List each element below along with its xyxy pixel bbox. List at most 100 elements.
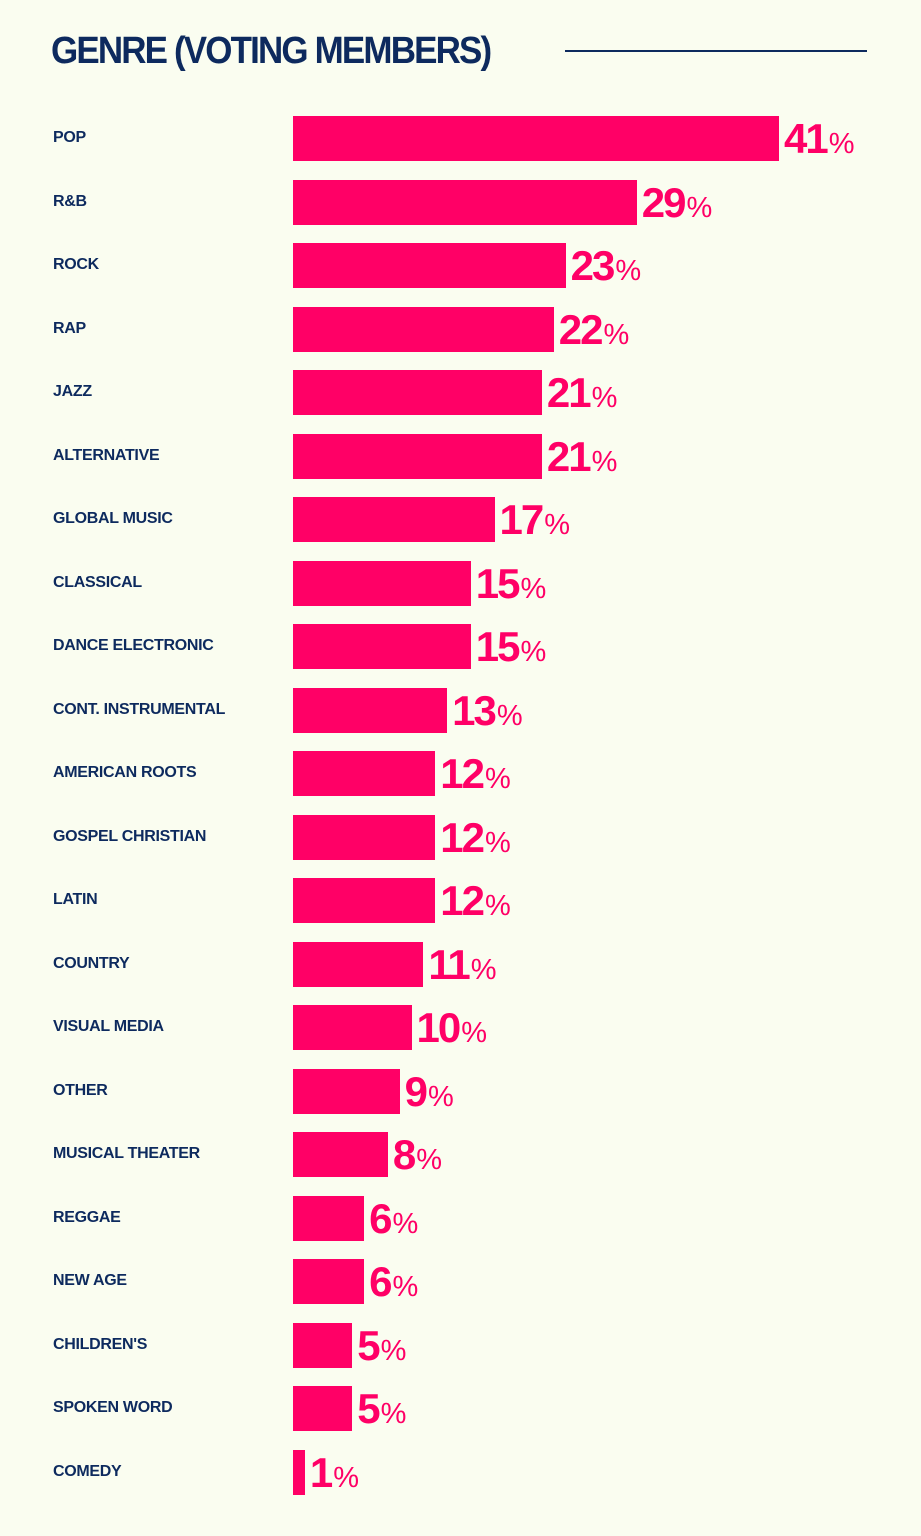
value-number: 5 xyxy=(357,1385,380,1432)
percent-sign: % xyxy=(428,1080,454,1113)
bar xyxy=(293,433,542,479)
category-label: COMEDY xyxy=(53,1462,122,1480)
value-number: 10 xyxy=(416,1004,462,1051)
percent-sign: % xyxy=(544,509,571,541)
value-label: 8% xyxy=(393,1131,442,1179)
percent-sign: % xyxy=(416,1144,442,1176)
category-label: ALTERNATIVE xyxy=(53,446,160,464)
percent-sign: % xyxy=(520,636,547,668)
value-label: 12% xyxy=(440,814,511,862)
bar xyxy=(293,1386,353,1431)
percent-sign: % xyxy=(484,826,511,859)
value-number: 12 xyxy=(440,813,485,861)
value-number: 41 xyxy=(784,115,829,162)
value-number: 21 xyxy=(546,432,592,480)
bar xyxy=(293,116,779,161)
value-label: 1% xyxy=(310,1449,359,1497)
percent-sign: % xyxy=(470,953,497,986)
category-label: LATIN xyxy=(53,891,98,908)
bar xyxy=(293,751,436,796)
percent-sign: % xyxy=(484,763,511,795)
category-label: CLASSICAL xyxy=(53,573,142,591)
value-label: 41% xyxy=(784,115,855,163)
category-label: CHILDREN'S xyxy=(53,1335,148,1353)
bar xyxy=(293,306,554,352)
category-label: ROCK xyxy=(53,256,99,273)
percent-sign: % xyxy=(686,191,713,224)
percent-sign: % xyxy=(603,318,630,351)
value-number: 21 xyxy=(546,369,592,416)
category-label: CONT. INSTRUMENTAL xyxy=(53,700,226,718)
value-label: 6% xyxy=(369,1258,418,1306)
bar xyxy=(293,497,495,542)
value-label: 5% xyxy=(357,1322,406,1370)
percent-sign: % xyxy=(380,1334,407,1367)
bar xyxy=(293,1259,365,1304)
percent-sign: % xyxy=(461,1017,488,1049)
value-number: 15 xyxy=(475,559,521,607)
bar xyxy=(293,941,424,987)
percent-sign: % xyxy=(828,128,855,160)
category-label: RAP xyxy=(53,319,86,337)
bar xyxy=(293,179,637,225)
percent-sign: % xyxy=(392,1207,419,1240)
value-number: 6 xyxy=(369,1194,392,1242)
category-label: AMERICAN ROOTS xyxy=(53,764,197,781)
value-number: 9 xyxy=(404,1067,428,1115)
bar xyxy=(293,1132,388,1177)
value-number: 22 xyxy=(558,305,604,353)
bar xyxy=(293,878,436,923)
value-number: 8 xyxy=(392,1131,416,1178)
value-number: 29 xyxy=(641,178,687,226)
percent-sign: % xyxy=(484,890,511,922)
value-label: 11% xyxy=(428,941,496,989)
value-label: 21% xyxy=(547,369,618,417)
category-label: NEW AGE xyxy=(53,1272,127,1289)
title-rule xyxy=(565,50,867,52)
category-label: GOSPEL CHRISTIAN xyxy=(53,827,207,845)
category-label: REGGAE xyxy=(53,1208,121,1226)
value-label: 6% xyxy=(369,1195,418,1243)
value-label: 12% xyxy=(440,750,511,798)
percent-sign: % xyxy=(615,255,642,287)
percent-sign: % xyxy=(591,382,618,414)
value-label: 21% xyxy=(547,433,618,481)
value-label: 29% xyxy=(642,179,713,227)
bar xyxy=(293,814,436,860)
percent-sign: % xyxy=(520,572,547,605)
category-label: JAZZ xyxy=(53,383,92,400)
bar xyxy=(293,560,471,606)
bar xyxy=(293,243,566,288)
value-number: 11 xyxy=(428,940,470,988)
value-number: 13 xyxy=(452,686,497,734)
bar xyxy=(293,1005,412,1050)
category-label: COUNTRY xyxy=(53,954,130,972)
value-label: 15% xyxy=(476,623,547,671)
bar xyxy=(293,370,542,415)
value-number: 1 xyxy=(309,1448,333,1496)
percent-sign: % xyxy=(591,445,618,478)
category-label: SPOKEN WORD xyxy=(53,1399,173,1416)
value-label: 9% xyxy=(405,1068,454,1116)
bar xyxy=(293,1068,400,1114)
bar xyxy=(293,1449,305,1495)
value-label: 10% xyxy=(417,1004,488,1052)
category-label: POP xyxy=(53,129,86,146)
value-number: 23 xyxy=(570,242,616,289)
value-number: 12 xyxy=(440,877,485,924)
bar xyxy=(293,687,448,733)
percent-sign: % xyxy=(496,699,523,732)
value-number: 5 xyxy=(357,1321,380,1369)
bar xyxy=(293,1195,365,1241)
value-number: 12 xyxy=(440,750,485,797)
value-label: 12% xyxy=(440,877,511,925)
value-label: 23% xyxy=(571,242,642,290)
category-label: OTHER xyxy=(53,1081,108,1099)
value-label: 22% xyxy=(559,306,630,354)
value-label: 17% xyxy=(500,496,571,544)
value-number: 17 xyxy=(499,496,545,543)
value-label: 5% xyxy=(357,1385,406,1433)
category-label: DANCE ELECTRONIC xyxy=(53,637,214,654)
percent-sign: % xyxy=(392,1271,419,1303)
category-label: R&B xyxy=(53,192,87,210)
